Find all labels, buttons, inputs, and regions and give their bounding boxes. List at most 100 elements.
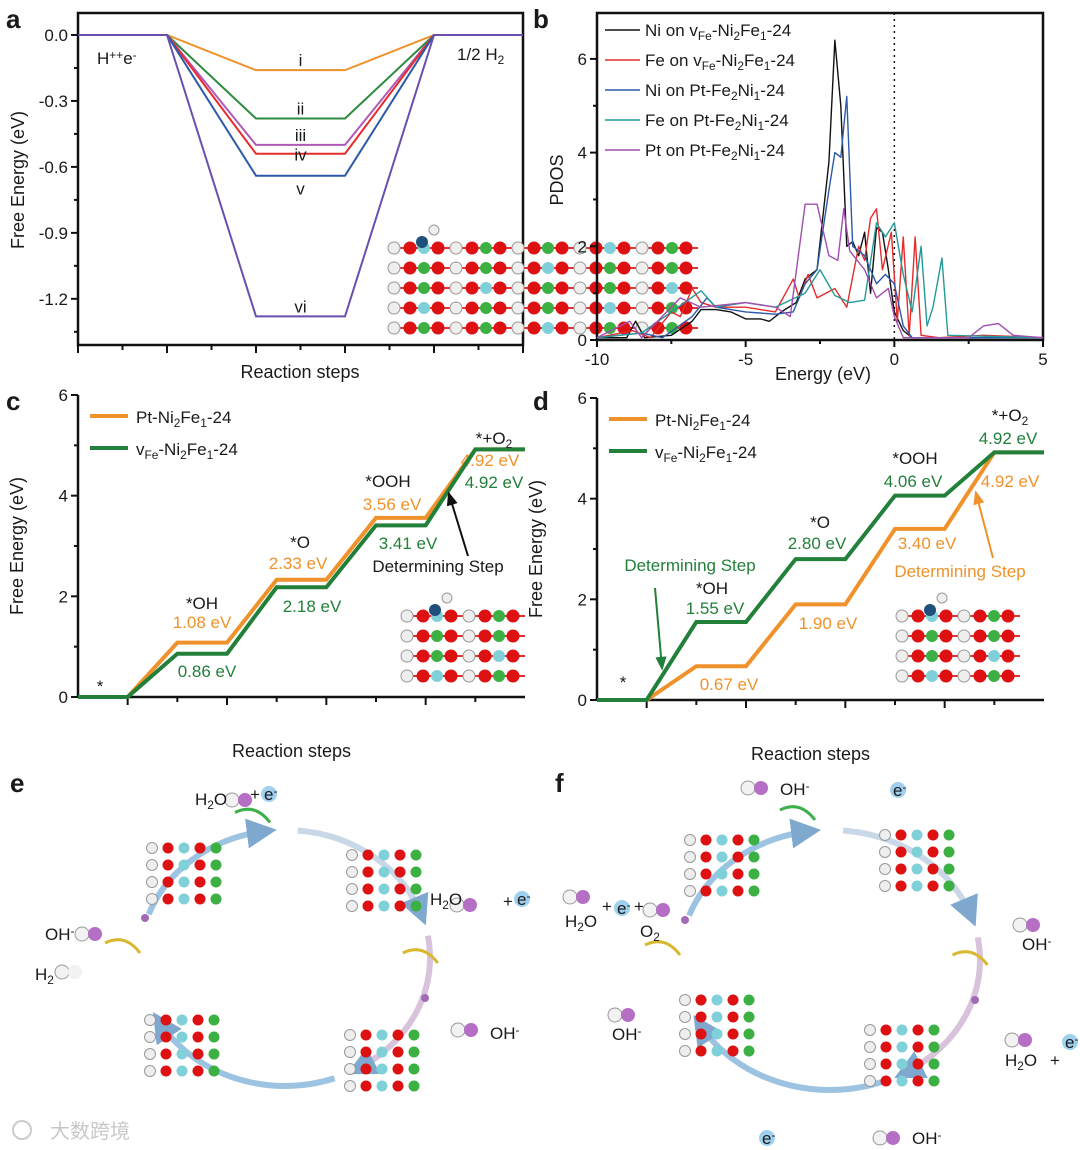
cycle-accent <box>681 916 689 924</box>
oxygen-atom <box>444 669 458 683</box>
species-label: + <box>503 892 513 911</box>
atom <box>146 876 158 888</box>
atom <box>160 1065 172 1077</box>
hydrogen-atom <box>462 669 476 683</box>
text-segment: Pt-Ni <box>136 408 174 427</box>
panel-label-e: e <box>10 768 24 798</box>
atom <box>178 876 190 888</box>
atom <box>144 1065 156 1077</box>
text-segment: O <box>214 790 227 809</box>
oxygen-atom <box>493 321 507 335</box>
atom <box>162 859 174 871</box>
text-segment: 2 <box>47 973 54 987</box>
atom <box>864 1024 876 1036</box>
y-tick-label: -1.2 <box>39 290 68 309</box>
oxygen-atom <box>911 669 925 683</box>
oxygen-atom <box>973 609 987 623</box>
y-tick-label: -0.9 <box>39 224 68 243</box>
text-segment: Pt on Pt-Fe <box>645 141 731 160</box>
atom <box>392 1046 404 1058</box>
atom <box>684 885 696 897</box>
molecule-atom <box>656 903 670 917</box>
text-segment: + <box>503 892 513 911</box>
atom <box>376 1046 388 1058</box>
atom <box>695 994 707 1006</box>
atom <box>911 829 923 841</box>
series-label-iii: iii <box>295 126 306 145</box>
metal-atom <box>988 630 1000 642</box>
molecule-atom <box>754 781 768 795</box>
species-label: e- <box>762 1128 775 1148</box>
text-segment: 1 <box>207 448 214 462</box>
watermark: 大数跨境 <box>12 1120 130 1143</box>
atom <box>192 1048 204 1060</box>
cycle-accent <box>421 994 429 1002</box>
text-segment: Ni on Pt-Fe <box>645 81 731 100</box>
hydrogen-atom <box>400 629 414 643</box>
hydrogen-atom <box>895 629 909 643</box>
atom <box>679 994 691 1006</box>
atom <box>912 1024 924 1036</box>
species-label: + <box>602 897 612 916</box>
y-tick-label: 4 <box>578 144 587 163</box>
atom <box>408 1046 420 1058</box>
text-segment: - <box>526 889 530 903</box>
metal-atom <box>480 262 492 274</box>
atom <box>394 866 406 878</box>
hydrogen-atom <box>573 241 587 255</box>
metal-atom <box>542 302 554 314</box>
text-segment: H <box>97 49 109 68</box>
hydrogen-atom <box>635 241 649 255</box>
atom <box>695 1045 707 1057</box>
hydrogen-atom <box>387 281 401 295</box>
oxygen-atom <box>444 609 458 623</box>
atom <box>346 900 358 912</box>
y-tick-label: 6 <box>59 386 68 405</box>
side-arrow-0 <box>779 805 817 821</box>
molecule-atom <box>1026 918 1040 932</box>
panel-label-d: d <box>533 386 549 416</box>
end-state-label: 1/2 H2 <box>457 45 505 67</box>
x-tick-label: -5 <box>738 350 753 369</box>
cycle-arrow-3 <box>693 1015 883 1093</box>
oxygen-atom <box>493 301 507 315</box>
oxygen-atom <box>527 321 541 335</box>
atom <box>362 866 374 878</box>
atom <box>928 1075 940 1087</box>
species-label: OH- <box>45 924 75 944</box>
species-label: e- <box>617 898 630 918</box>
text-segment: e <box>1065 1033 1074 1052</box>
atom <box>410 866 422 878</box>
molecule-atom <box>576 890 590 904</box>
atom <box>160 1048 172 1060</box>
atom <box>943 880 955 892</box>
metal-atom <box>926 650 938 662</box>
text-segment: 2 <box>737 59 744 73</box>
text-segment: 2 <box>180 448 187 462</box>
atom <box>160 1031 172 1043</box>
atom <box>679 1011 691 1023</box>
energy-value-label: 0.86 eV <box>178 662 237 681</box>
panel-f-diagram: OH-e-H2O+ e- +O2 OH-OH-H2O +e-e- OH- <box>562 779 1078 1148</box>
oxygen-atom <box>679 281 693 295</box>
oxygen-atom <box>403 321 417 335</box>
oxygen-atom <box>506 649 520 663</box>
text-segment: 2 <box>498 53 505 67</box>
metal-atom <box>988 650 1000 662</box>
atom <box>362 883 374 895</box>
oxygen-atom <box>1001 609 1015 623</box>
oxygen-atom <box>416 629 430 643</box>
x-tick-label: 5 <box>1038 350 1047 369</box>
metal-atom <box>666 262 678 274</box>
hydrogen-atom <box>895 669 909 683</box>
metal-atom <box>480 282 492 294</box>
atom <box>144 1014 156 1026</box>
determining-step-label: Determining Step <box>372 557 503 576</box>
metal-atom <box>480 322 492 334</box>
molecule-atom <box>88 927 102 941</box>
legend-label-0: Ni on vFe-Ni2Fe1-24 <box>645 21 791 43</box>
x-axis-label: Reaction steps <box>232 741 351 761</box>
y-axis-label: Free Energy (eV) <box>8 111 28 249</box>
atom <box>392 1029 404 1041</box>
